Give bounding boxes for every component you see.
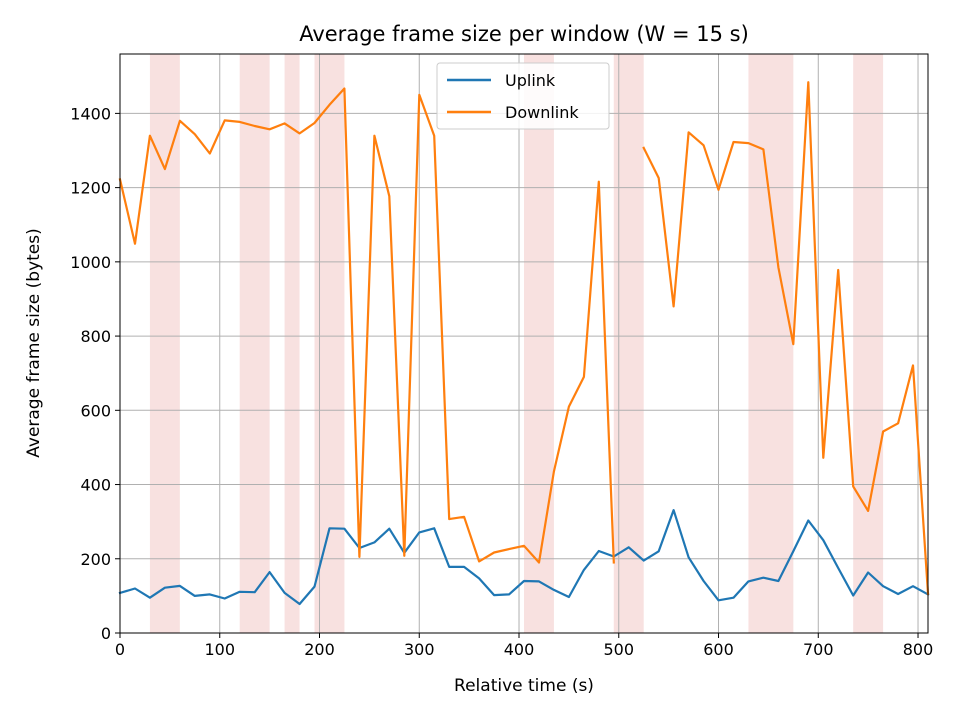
- x-tick-label: 100: [204, 640, 235, 659]
- series-line-uplink: [118, 509, 930, 606]
- series-lines: [118, 81, 930, 606]
- shaded-interval-4: [524, 54, 554, 633]
- x-tick-label: 500: [603, 640, 634, 659]
- x-tick-label: 0: [115, 640, 125, 659]
- chart-title: Average frame size per window (W = 15 s): [299, 22, 749, 46]
- plot-frame: [119, 53, 929, 634]
- x-axis-title: Relative time (s): [454, 676, 594, 696]
- shaded-interval-6: [748, 54, 794, 633]
- y-tick-label: 400: [80, 476, 111, 495]
- y-tick-label: 1000: [70, 253, 111, 272]
- x-tick-label: 200: [304, 640, 335, 659]
- legend-label-uplink: Uplink: [505, 71, 556, 90]
- shaded-interval-1: [239, 54, 270, 633]
- axis-ticks: 0 100 200 300 400 500 600 700 800 0 200 400 600 800 10…: [70, 104, 933, 659]
- shaded-interval-2: [284, 54, 300, 633]
- shaded-interval-7: [853, 54, 884, 633]
- y-tick-label: 800: [80, 327, 111, 346]
- y-tick-label: 200: [80, 550, 111, 569]
- x-tick-label: 700: [803, 640, 834, 659]
- legend-label-downlink: Downlink: [505, 103, 579, 122]
- y-axis-title: Average frame size (bytes): [24, 228, 44, 458]
- y-tick-label: 1200: [70, 179, 111, 198]
- x-tick-label: 800: [903, 640, 934, 659]
- y-tick-label: 0: [101, 624, 111, 643]
- x-tick-label: 600: [703, 640, 734, 659]
- y-tick-label: 1400: [70, 104, 111, 123]
- series-line-downlink: [118, 81, 930, 595]
- x-tick-label: 300: [404, 640, 435, 659]
- x-tick-label: 400: [504, 640, 535, 659]
- shaded-interval-0: [149, 54, 180, 633]
- y-tick-label: 600: [80, 401, 111, 420]
- legend: Uplink Downlink: [436, 62, 610, 130]
